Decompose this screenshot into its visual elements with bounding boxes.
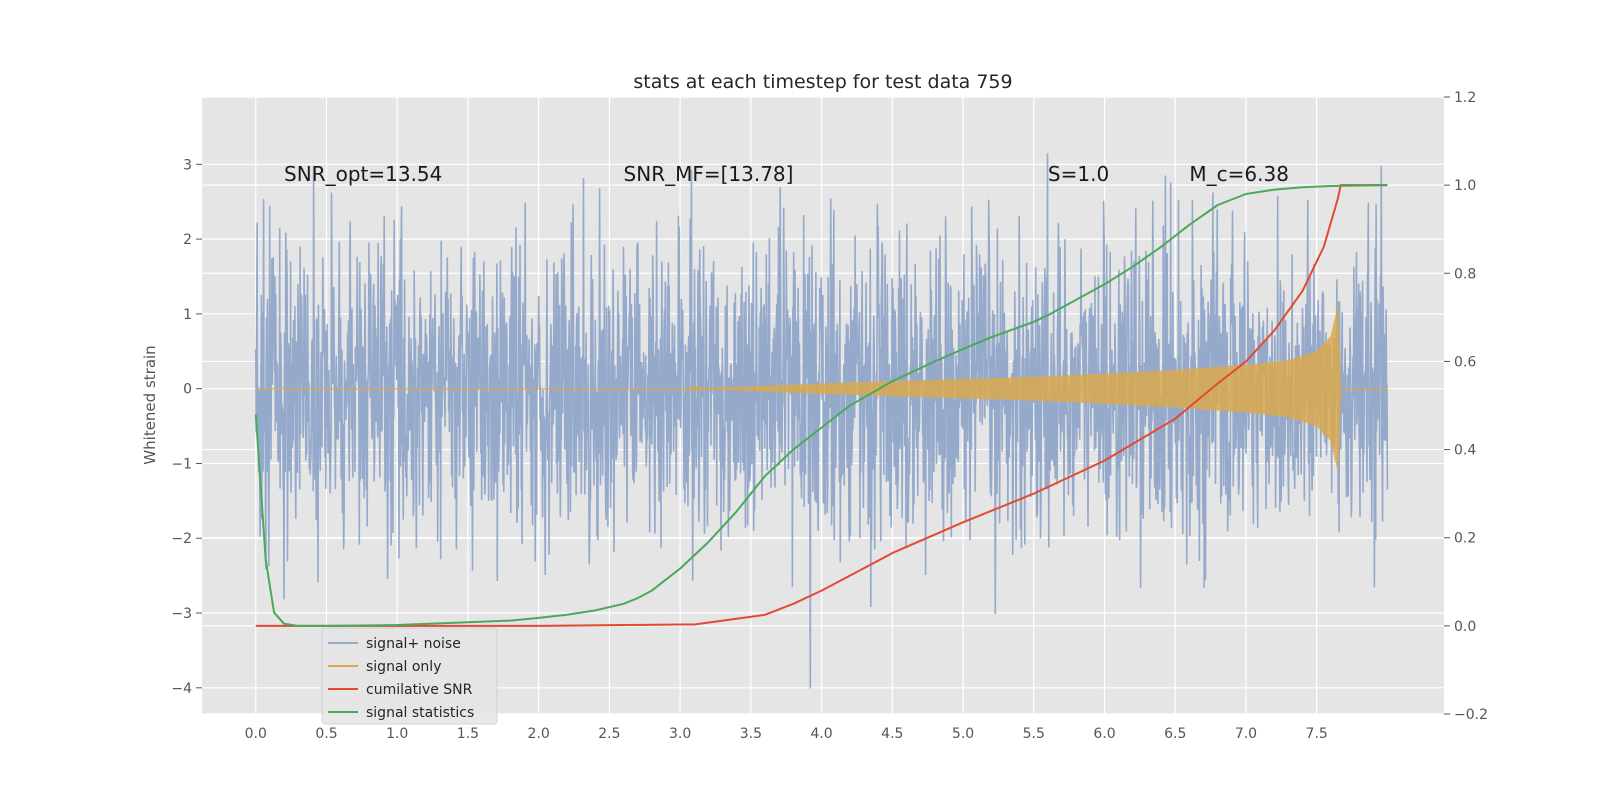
annotation-0: SNR_opt=13.54 — [284, 162, 442, 186]
y2-tick-label: −0.2 — [1454, 707, 1488, 723]
y-axis-label: Whitened strain — [141, 345, 159, 464]
y-tick-label: −4 — [171, 681, 192, 697]
y2-tick-label: 1.0 — [1454, 178, 1476, 194]
legend-label-0: signal+ noise — [366, 636, 461, 652]
x-tick-label: 5.0 — [952, 726, 974, 742]
x-tick-label: 7.5 — [1306, 726, 1328, 742]
x-tick-label: 1.0 — [386, 726, 408, 742]
x-tick-label: 0.5 — [315, 726, 337, 742]
x-tick-label: 6.5 — [1164, 726, 1186, 742]
annotations: SNR_opt=13.54 SNR_MF=[13.78] S=1.0 M_c=6.38 — [284, 162, 1289, 186]
x-tick-label: 4.0 — [810, 726, 832, 742]
y-tick-label: 3 — [183, 157, 192, 173]
y2-tick-label: 0.2 — [1454, 531, 1476, 547]
x-tick-label: 4.5 — [881, 726, 903, 742]
axes: 0.0 0.5 1.0 1.5 2.0 2.5 3.0 3.5 4.0 4.5 5.0 5.5 6.0 6… — [171, 90, 1488, 742]
x-tick-label: 2.0 — [528, 726, 550, 742]
y2-tick-label: 0.0 — [1454, 619, 1476, 635]
annotation-2: S=1.0 — [1048, 162, 1109, 186]
y2-tick-label: 0.8 — [1454, 266, 1476, 282]
annotation-3: M_c=6.38 — [1189, 162, 1289, 186]
y-tick-label: −1 — [171, 456, 192, 472]
x-tick-label: 2.5 — [598, 726, 620, 742]
series-signal-only — [255, 306, 1388, 470]
legend-box — [321, 627, 498, 725]
legend-label-3: signal statistics — [366, 705, 474, 721]
y2-tick-label: 0.4 — [1454, 443, 1476, 459]
annotation-1: SNR_MF=[13.78] — [624, 162, 794, 186]
x-tick-label: 1.5 — [457, 726, 479, 742]
x-tick-label: 5.5 — [1023, 726, 1045, 742]
x-tick-label: 3.0 — [669, 726, 691, 742]
x-tick-label: 0.0 — [245, 726, 267, 742]
y-tick-label: −3 — [171, 606, 192, 622]
y-tick-label: 0 — [183, 382, 192, 398]
x-tick-label: 6.0 — [1093, 726, 1115, 742]
legend: signal+ noise signal only cumilative SNR si… — [321, 627, 498, 725]
x-tick-label: 3.5 — [740, 726, 762, 742]
y-tick-label: 1 — [183, 307, 192, 323]
y2-tick-label: 1.2 — [1454, 90, 1476, 106]
series-cumulative-snr — [255, 184, 1388, 627]
legend-label-1: signal only — [366, 659, 441, 675]
legend-label-2: cumilative SNR — [366, 682, 473, 698]
series-layer — [254, 153, 1389, 689]
y-tick-label: −2 — [171, 531, 192, 547]
chart-title: stats at each timestep for test data 759 — [633, 71, 1012, 93]
x-tick-label: 7.0 — [1235, 726, 1257, 742]
series-signal-statistics — [254, 184, 1388, 627]
y-tick-label: 2 — [183, 232, 192, 248]
y2-tick-label: 0.6 — [1454, 354, 1476, 370]
